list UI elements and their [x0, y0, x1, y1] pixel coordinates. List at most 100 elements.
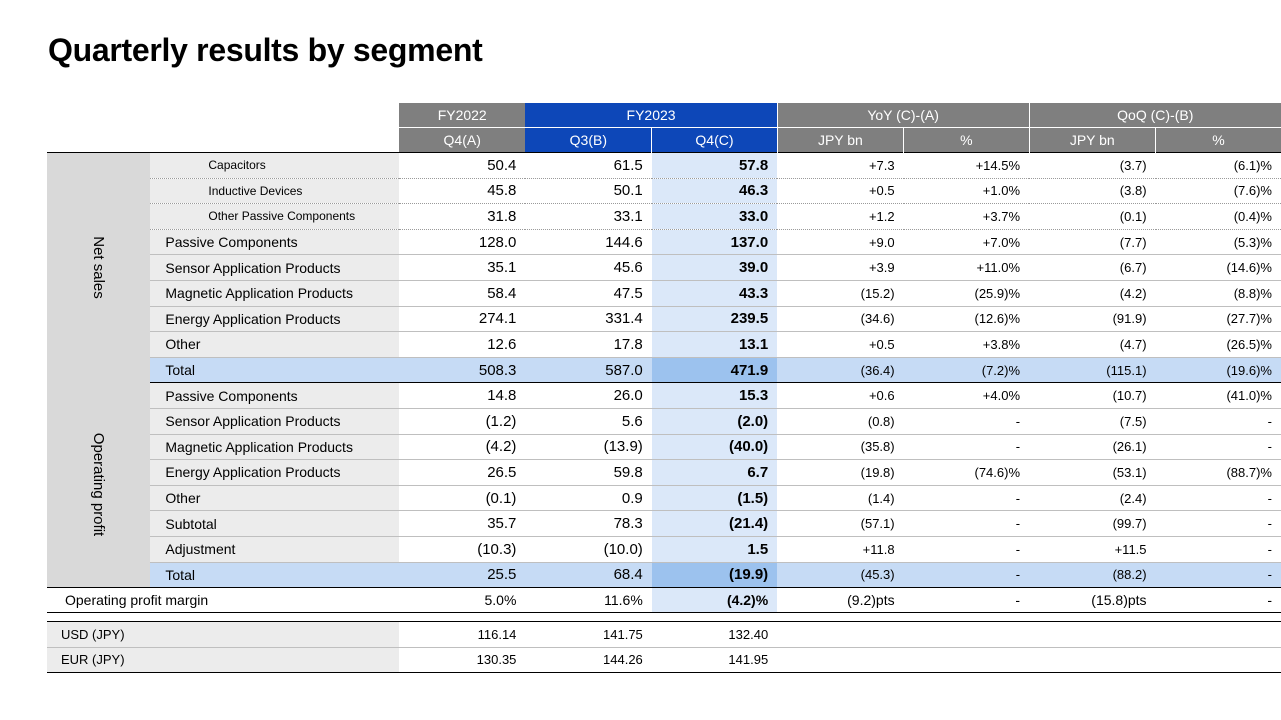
header-q4a: Q4(A): [399, 127, 526, 153]
row-label: Magnetic Application Products: [150, 280, 400, 307]
header-yoy: YoY (C)-(A): [776, 103, 1030, 128]
cell-qoq-pct: (26.5)%: [1155, 331, 1281, 358]
cell-q4c: 239.5: [651, 306, 778, 333]
cell-qoq-pct: -: [1155, 485, 1281, 512]
cell-qoq: (53.1): [1029, 459, 1156, 486]
cell-q3b: 141.75: [525, 621, 652, 648]
cell-q3b: 17.8: [525, 331, 652, 358]
cell-q3b: 61.5: [525, 152, 652, 179]
row-label: Energy Application Products: [150, 459, 400, 486]
cell-q3b: 0.9: [525, 485, 652, 512]
cell-q4c: (4.2)%: [651, 587, 778, 614]
header-qoq-pct: %: [1155, 127, 1281, 153]
row-label: Adjustment: [150, 536, 400, 563]
cell-q3b: 33.1: [525, 203, 652, 230]
cell-qoq: (0.1): [1029, 203, 1156, 230]
cell-qoq-pct: (7.6)%: [1155, 178, 1281, 205]
cell-yoy: +1.2: [777, 203, 904, 230]
row-label: Subtotal: [150, 510, 400, 537]
cell-q4a: 116.14: [399, 621, 526, 648]
cell-q4a: (0.1): [399, 485, 526, 512]
cell-qoq: (3.7): [1029, 152, 1156, 179]
cell-yoy: (34.6): [777, 306, 904, 333]
cell-qoq-pct: (41.0)%: [1155, 382, 1281, 409]
cell-qoq-pct: (19.6)%: [1155, 357, 1281, 384]
cell-yoy-pct: -: [903, 510, 1030, 537]
cell-qoq-pct: -: [1155, 587, 1281, 614]
cell-q4c: 1.5: [651, 536, 778, 563]
cell-qoq: (4.7): [1029, 331, 1156, 358]
cell-qoq: (7.7): [1029, 229, 1156, 256]
table-row: Net sales Capacitors 50.4 61.5 57.8 +7.3…: [47, 151, 1281, 383]
cell-q4c: 43.3: [651, 280, 778, 307]
operating-profit-margin-row: Operating profit margin 5.0% 11.6% (4.2)…: [47, 587, 1281, 614]
cell-yoy-pct: +3.8%: [903, 331, 1030, 358]
cell-q4c: 471.9: [651, 357, 778, 384]
table-row: Magnetic Application Products 58.4 47.5 …: [47, 280, 1281, 307]
cell-yoy-pct: (7.2)%: [903, 357, 1030, 384]
cell-q4a: 25.5: [399, 562, 526, 589]
cell-q4c: 13.1: [651, 331, 778, 358]
cell-q4c: 141.95: [651, 647, 778, 674]
cell-yoy: +9.0: [777, 229, 904, 256]
cell-q4c: (40.0): [651, 434, 778, 461]
row-label: Capacitors: [208, 158, 266, 173]
cell-q4a: 31.8: [399, 203, 526, 230]
header-fy2023: FY2023: [525, 103, 778, 128]
cell-qoq: (7.5): [1029, 408, 1156, 435]
cell-yoy: (57.1): [777, 510, 904, 537]
cell-yoy-pct: -: [903, 434, 1030, 461]
page-title: Quarterly results by segment: [48, 32, 483, 68]
cell-yoy-pct: -: [903, 408, 1030, 435]
row-label: USD (JPY): [47, 621, 400, 648]
row-label: Sensor Application Products: [150, 408, 400, 435]
row-label: Energy Application Products: [150, 306, 400, 333]
cell-q3b: 144.6: [525, 229, 652, 256]
cell-qoq-pct: (27.7)%: [1155, 306, 1281, 333]
cell-q3b: 47.5: [525, 280, 652, 307]
cell-yoy: (9.2)pts: [777, 587, 904, 614]
cell-qoq: (6.7): [1029, 254, 1156, 281]
cell-qoq-pct: (0.4)%: [1155, 203, 1281, 230]
row-label: Other: [150, 485, 400, 512]
table-row: Energy Application Products 274.1 331.4 …: [47, 306, 1281, 333]
cell-q3b: 50.1: [525, 178, 652, 205]
row-label: Other Passive Components: [208, 209, 356, 224]
cell-q4c: 137.0: [651, 229, 778, 256]
cell-qoq: (4.2): [1029, 280, 1156, 307]
table-row: Inductive Devices 45.8 50.1 46.3 +0.5 +1…: [47, 178, 1281, 205]
row-label: Sensor Application Products: [150, 254, 400, 281]
cell-q4a: (1.2): [399, 408, 526, 435]
unit-label: (JPY bn): [194, 131, 249, 148]
row-label: EUR (JPY): [47, 647, 400, 674]
header-fy2022: FY2022: [399, 103, 526, 128]
cell-q4c: 39.0: [651, 254, 778, 281]
cell-yoy-pct: (12.6)%: [903, 306, 1030, 333]
cell-q4c: (19.9): [651, 562, 778, 589]
cell-yoy-pct: -: [903, 562, 1030, 589]
cell-yoy-pct: +14.5%: [903, 152, 1030, 179]
cell-q3b: 5.6: [525, 408, 652, 435]
cell-q4a: 50.4: [399, 152, 526, 179]
cell-q4c: 132.40: [651, 621, 778, 648]
cell-yoy: (15.2): [777, 280, 904, 307]
cell-qoq-pct: (88.7)%: [1155, 459, 1281, 486]
header-qoq-jpybn: JPY bn: [1028, 127, 1156, 153]
cell-qoq-pct: -: [1155, 434, 1281, 461]
row-label: Inductive Devices: [208, 183, 303, 198]
cell-q3b: (10.0): [525, 536, 652, 563]
cell-q4c: (21.4): [651, 510, 778, 537]
header-yoy-jpybn: JPY bn: [776, 127, 904, 153]
cell-yoy-pct: -: [903, 536, 1030, 563]
cell-qoq: (115.1): [1029, 357, 1156, 384]
cell-q4a: 128.0: [399, 229, 526, 256]
table-row: Other (0.1) 0.9 (1.5) (1.4) - (2.4) -: [47, 485, 1281, 512]
fx-row-eur: EUR (JPY) 130.35 144.26 141.95: [47, 647, 1281, 674]
table-row: Adjustment (10.3) (10.0) 1.5 +11.8 - +11…: [47, 536, 1281, 563]
cell-q4c: 57.8: [651, 152, 778, 179]
table-row: Other Passive Components 31.8 33.1 33.0 …: [47, 203, 1281, 230]
header-q3b: Q3(B): [525, 127, 652, 153]
cell-q4a: 130.35: [399, 647, 526, 674]
cell-yoy: +3.9: [777, 254, 904, 281]
cell-qoq-pct: -: [1155, 536, 1281, 563]
